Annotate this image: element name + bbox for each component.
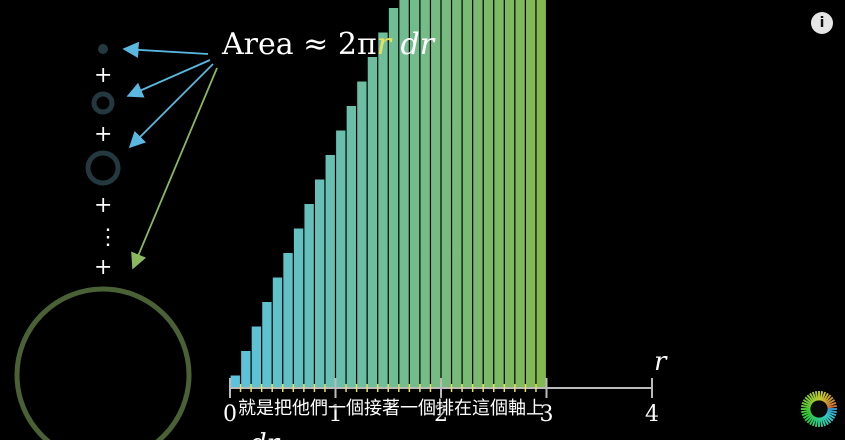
plus-symbol-3: +	[94, 193, 112, 218]
bar	[494, 0, 504, 388]
bar	[431, 0, 441, 388]
bar-series	[230, 0, 546, 388]
bar	[420, 0, 430, 388]
bar	[452, 0, 462, 388]
area-formula: Area ≈ 2πr dr	[221, 27, 436, 62]
bar	[462, 0, 473, 388]
axis-var-label: r	[654, 347, 668, 377]
tick-label: 1	[329, 402, 343, 427]
dr-label: dr	[250, 429, 281, 440]
arrow-to-large-ring	[131, 67, 218, 270]
bar	[515, 0, 525, 388]
bar	[262, 302, 272, 388]
bar	[526, 0, 536, 388]
formula-suffix: dr	[391, 27, 436, 62]
bar	[536, 0, 546, 388]
bar	[367, 57, 378, 388]
bar	[399, 0, 409, 388]
bar	[357, 81, 367, 388]
info-icon[interactable]: i	[811, 12, 833, 34]
arrow-to-medium-ring	[128, 63, 214, 149]
r-axis: 0 1 2 3 4 r dr	[223, 347, 668, 440]
tick-label: 0	[223, 402, 237, 427]
bar	[251, 326, 262, 388]
ring-stack: + + + ⋮ +	[14, 44, 192, 440]
bar	[325, 155, 335, 388]
tick-label: 4	[645, 402, 659, 427]
bar	[346, 106, 356, 388]
subtitle-caption: 就是把他們一個接著一個排在這個軸上	[238, 398, 544, 419]
arrow-to-tiny-ring	[122, 41, 209, 58]
bar	[473, 0, 483, 388]
channel-logo	[800, 390, 838, 428]
arrow-to-small-ring	[126, 59, 211, 98]
bar	[441, 0, 451, 388]
bar	[283, 253, 293, 388]
formula-prefix: Area ≈ 2π	[221, 27, 377, 62]
bar	[304, 204, 314, 388]
bar	[504, 0, 515, 388]
ring-medium	[85, 150, 121, 186]
bar	[293, 228, 304, 388]
bar	[483, 0, 494, 388]
bar	[272, 277, 283, 388]
ring-tiny	[98, 44, 108, 54]
formula-r: r	[377, 27, 393, 62]
plus-symbol-1: +	[94, 63, 112, 88]
tick-label: 2	[434, 402, 448, 427]
bar	[241, 351, 251, 388]
major-ticks: 0 1 2 3 4	[223, 378, 659, 427]
bar	[378, 32, 388, 388]
bar	[230, 375, 240, 388]
ring-large	[14, 286, 192, 440]
bar	[315, 179, 325, 388]
plus-symbol-2: +	[94, 122, 112, 147]
formula-arrows	[122, 41, 218, 270]
ring-small	[91, 91, 115, 115]
bar	[388, 8, 399, 388]
tick-label: 3	[540, 402, 554, 427]
vertical-ellipsis: ⋮	[97, 225, 119, 250]
plus-symbol-4: +	[94, 255, 112, 280]
bar	[409, 0, 420, 388]
bar	[336, 130, 346, 388]
